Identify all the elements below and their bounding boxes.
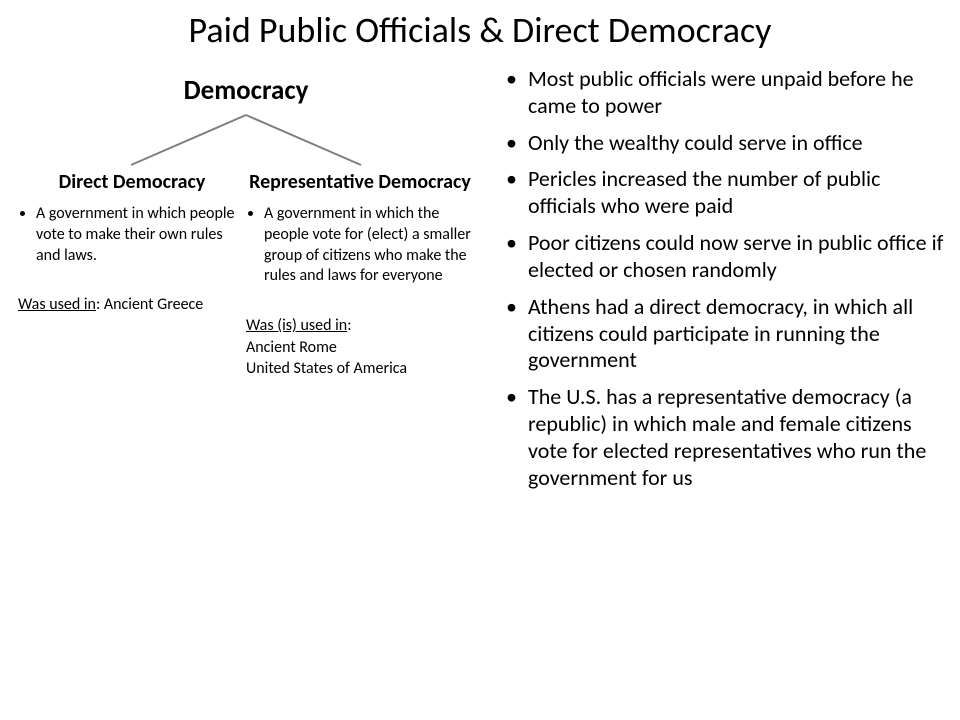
direct-democracy-desc-list: A government in which people vote to mak… [18, 204, 246, 266]
branch-connector-icon [76, 113, 416, 169]
bullet-item: Poor citizens could now serve in public … [498, 230, 946, 284]
representative-used-in-line2: United States of America [246, 358, 474, 380]
representative-used-in: Was (is) used in: Ancient Rome United St… [246, 315, 474, 380]
bullet-item: Only the wealthy could serve in office [498, 130, 946, 157]
direct-used-in-label: Was used in [18, 295, 96, 314]
bullet-item: Athens had a direct democracy, in which … [498, 294, 946, 374]
bullet-item: Most public officials were unpaid before… [498, 66, 946, 120]
slide-title: Paid Public Officials & Direct Democracy [0, 0, 960, 66]
direct-used-in-value: Ancient Greece [104, 295, 203, 314]
diagram-root-label: Democracy [8, 74, 484, 107]
direct-democracy-branch: Direct Democracy A government in which p… [18, 171, 246, 380]
bullets-column: Most public officials were unpaid before… [490, 66, 950, 502]
direct-democracy-header: Direct Democracy [18, 171, 246, 194]
direct-used-in: Was used in: Ancient Greece [18, 294, 246, 316]
representative-democracy-desc: A government in which the people vote fo… [264, 204, 474, 287]
democracy-diagram: Democracy Direct Democracy A government … [8, 74, 484, 380]
bullet-item: Pericles increased the number of public … [498, 166, 946, 220]
direct-democracy-desc: A government in which people vote to mak… [36, 204, 246, 266]
branch-row: Direct Democracy A government in which p… [8, 171, 484, 380]
content-area: Democracy Direct Democracy A government … [0, 66, 960, 502]
representative-democracy-header: Representative Democracy [246, 171, 474, 194]
bullet-list: Most public officials were unpaid before… [498, 66, 946, 492]
bullet-item: The U.S. has a representative democracy … [498, 384, 946, 491]
diagram-column: Democracy Direct Democracy A government … [0, 66, 490, 502]
representative-democracy-branch: Representative Democracy A government in… [246, 171, 474, 380]
representative-democracy-desc-list: A government in which the people vote fo… [246, 204, 474, 287]
representative-used-in-label: Was (is) used in [246, 316, 347, 335]
representative-used-in-line1: Ancient Rome [246, 337, 474, 359]
